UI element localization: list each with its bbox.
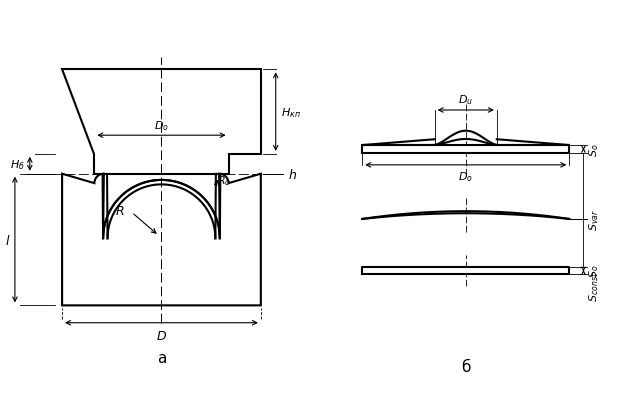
Text: $D_u$: $D_u$ bbox=[458, 93, 473, 107]
Text: $R$: $R$ bbox=[115, 205, 124, 218]
Text: $S_{var}$: $S_{var}$ bbox=[587, 209, 601, 230]
Text: $D_o$: $D_o$ bbox=[458, 169, 473, 183]
Text: $H_{кп}$: $H_{кп}$ bbox=[281, 105, 301, 119]
Text: $S_{const}$: $S_{const}$ bbox=[587, 271, 601, 301]
Polygon shape bbox=[362, 268, 569, 275]
Text: $H_б$: $H_б$ bbox=[10, 157, 25, 171]
Text: $R_o$: $R_o$ bbox=[217, 174, 232, 188]
Text: $l$: $l$ bbox=[4, 233, 10, 247]
Polygon shape bbox=[62, 174, 261, 306]
Text: $D$: $D$ bbox=[156, 329, 167, 342]
Polygon shape bbox=[362, 146, 569, 154]
Polygon shape bbox=[62, 70, 261, 174]
Text: $D_o$: $D_o$ bbox=[154, 119, 169, 133]
Text: $h$: $h$ bbox=[288, 167, 297, 181]
Text: б: б bbox=[461, 359, 471, 374]
Text: a: a bbox=[156, 350, 166, 365]
Text: $S_o$: $S_o$ bbox=[587, 264, 601, 278]
Text: $S_o$: $S_o$ bbox=[587, 143, 601, 157]
